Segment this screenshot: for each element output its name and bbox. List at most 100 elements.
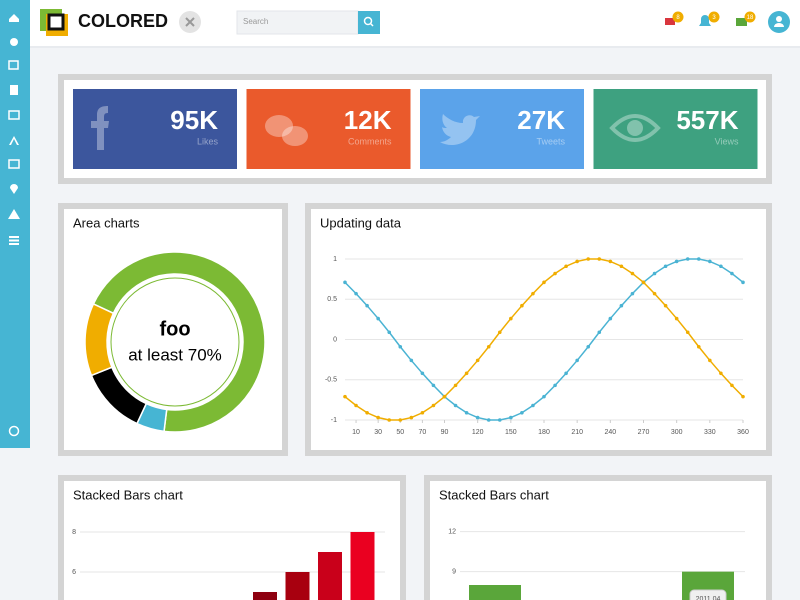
x-tick-label: 270 <box>638 429 650 436</box>
line-point <box>696 257 701 261</box>
nav-map[interactable] <box>10 184 18 194</box>
badge-count: 3 <box>712 15 716 21</box>
nav-file[interactable] <box>10 85 18 95</box>
x-tick-label: 70 <box>418 429 426 436</box>
line-point <box>575 358 579 363</box>
line-point <box>608 259 613 264</box>
stat-label: Likes <box>197 136 219 146</box>
line-point <box>409 358 414 363</box>
line-point <box>486 418 491 422</box>
nav-power[interactable] <box>8 425 20 437</box>
line-point <box>696 344 701 349</box>
nav-image[interactable] <box>8 110 20 120</box>
line-point <box>719 371 723 376</box>
line-point <box>652 271 657 276</box>
x-tick-label: 210 <box>571 429 583 436</box>
line-point <box>531 403 535 408</box>
line-point <box>509 316 513 321</box>
sidebar-icons <box>8 14 20 437</box>
nav-font[interactable] <box>9 136 19 145</box>
line-point <box>431 403 436 408</box>
nav-settings[interactable] <box>10 38 18 46</box>
stat-value: 557K <box>676 105 738 135</box>
y-tick-label: 6 <box>72 569 76 576</box>
tooltip-text: 2011 04 <box>696 596 721 600</box>
x-tick-label: 240 <box>604 429 616 436</box>
badge <box>744 11 756 23</box>
bar <box>285 572 310 600</box>
x-tick-label: 30 <box>374 429 382 436</box>
search-icon <box>363 16 373 26</box>
facebook-icon <box>91 106 109 150</box>
line-point <box>409 415 414 420</box>
bar <box>469 585 521 600</box>
line-point <box>553 271 557 276</box>
line-point <box>431 383 436 388</box>
line-point <box>497 330 502 335</box>
badge-count: 8 <box>676 15 680 21</box>
card-icon[interactable] <box>736 18 747 26</box>
x-tick-label: 180 <box>538 429 550 436</box>
nav-list-2[interactable] <box>9 239 19 242</box>
line-point <box>486 344 491 349</box>
line-point <box>464 371 469 376</box>
nav-list-3[interactable] <box>9 243 19 245</box>
line-point <box>497 418 502 422</box>
twitter-icon <box>440 114 480 146</box>
line-point <box>365 303 369 308</box>
bar-panel <box>424 475 772 600</box>
toggle-icon <box>185 17 195 27</box>
stat-label: Comments <box>348 136 392 146</box>
nav-check[interactable] <box>8 60 19 70</box>
header-shadow <box>0 46 800 48</box>
line-point <box>343 280 347 285</box>
y-tick-label: 0 <box>333 336 337 343</box>
mail-icon[interactable] <box>665 18 675 25</box>
nav-home[interactable] <box>9 14 19 22</box>
stat-tile <box>246 89 411 169</box>
donut-segment <box>84 302 115 377</box>
line-point <box>708 259 712 264</box>
donut-segment <box>92 251 266 433</box>
line-point <box>630 291 635 296</box>
nav-table[interactable] <box>8 159 20 169</box>
line-point <box>741 394 745 399</box>
line-point <box>354 291 358 296</box>
line-point <box>475 358 480 363</box>
sidebar <box>0 0 30 448</box>
stat-tile <box>420 89 584 169</box>
chart-title: Updating data <box>320 215 402 230</box>
search-button[interactable] <box>358 11 380 34</box>
line-point <box>420 371 425 376</box>
line-point <box>520 410 524 415</box>
line-point <box>652 291 657 296</box>
search-icon-handle <box>369 22 374 27</box>
line-point <box>575 259 579 264</box>
line-point <box>365 410 369 415</box>
line-point <box>564 264 568 269</box>
x-tick-label: 90 <box>441 429 449 436</box>
line-point <box>542 394 546 399</box>
line-point <box>442 394 447 399</box>
x-tick-label: 10 <box>352 429 360 436</box>
stat-label: Tweets <box>536 136 565 146</box>
donut-inner-ring <box>110 277 240 407</box>
nav-list-1[interactable] <box>9 236 19 238</box>
comment-icon <box>282 126 308 146</box>
stat-value: 95K <box>170 105 218 135</box>
line-point <box>453 403 458 408</box>
bar <box>253 592 277 600</box>
line-point <box>641 280 646 285</box>
line-point <box>343 394 347 399</box>
line-point <box>553 383 557 388</box>
line-point <box>398 344 403 349</box>
line-point <box>619 264 624 269</box>
line-point <box>597 330 602 335</box>
line-point <box>597 257 602 261</box>
line-point <box>520 303 524 308</box>
nav-alert[interactable] <box>8 209 20 219</box>
line-point <box>509 415 513 420</box>
line-point <box>663 264 668 269</box>
bell-icon[interactable] <box>699 15 711 26</box>
bar-panel <box>58 475 406 600</box>
